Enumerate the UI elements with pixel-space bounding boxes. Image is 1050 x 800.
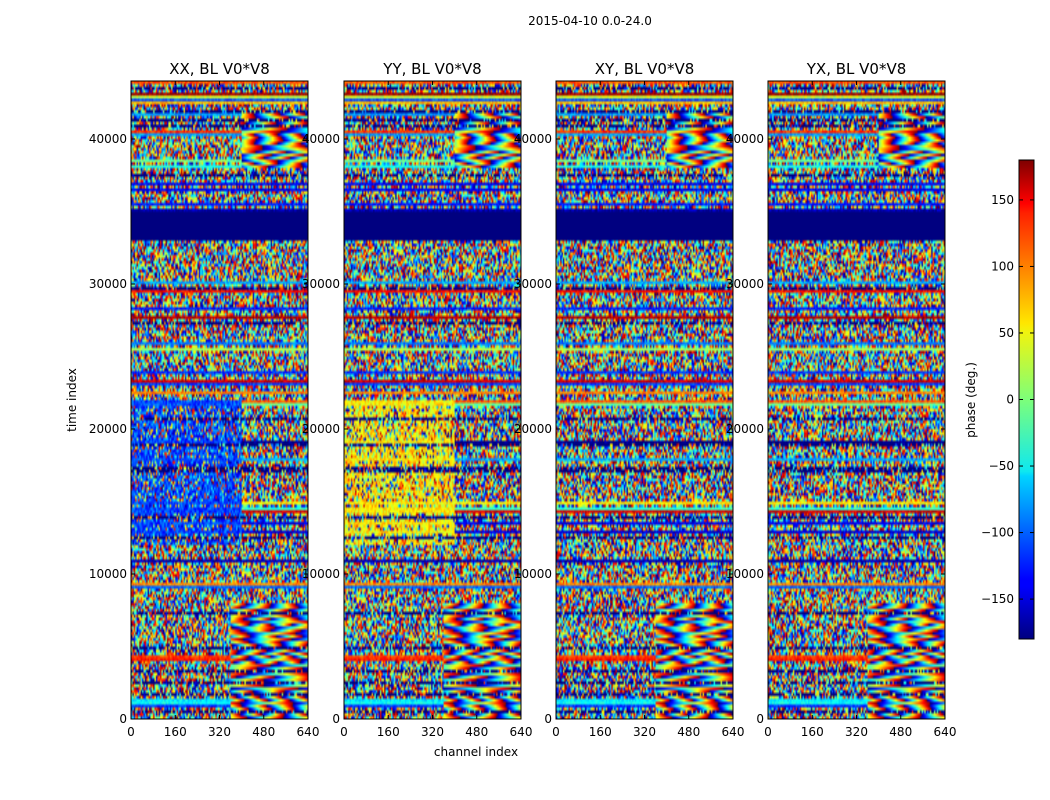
y-axis-label: time index <box>65 368 79 432</box>
x-tick-label: 640 <box>934 725 957 739</box>
x-tick-label: 0 <box>340 725 348 739</box>
x-tick-label: 0 <box>127 725 135 739</box>
x-tick-label: 320 <box>208 725 231 739</box>
x-tick-label: 640 <box>297 725 320 739</box>
panel-title: YY, BL V0*V8 <box>382 60 481 78</box>
y-tick-label: 30000 <box>302 277 340 291</box>
phase-heatmap <box>131 81 308 719</box>
x-tick-label: 0 <box>764 725 772 739</box>
y-tick-label: 20000 <box>302 422 340 436</box>
x-tick-label: 160 <box>589 725 612 739</box>
x-tick-label: 480 <box>889 725 912 739</box>
y-tick-label: 0 <box>544 712 552 726</box>
y-tick-label: 0 <box>756 712 764 726</box>
y-tick-label: 40000 <box>302 132 340 146</box>
colorbar-tick-label: −100 <box>981 526 1014 540</box>
x-tick-label: 320 <box>845 725 868 739</box>
panel-0: XX, BL V0*V8 0 160 320 480 640 0 10000 20000 3000… <box>89 60 320 739</box>
phase-heatmap <box>344 81 521 719</box>
y-tick-label: 40000 <box>726 132 764 146</box>
y-tick-label: 40000 <box>89 132 127 146</box>
y-tick-label: 10000 <box>89 567 127 581</box>
panel-title: XY, BL V0*V8 <box>595 60 695 78</box>
colorbar-tick-label: 50 <box>999 326 1014 340</box>
y-tick-label: 20000 <box>89 422 127 436</box>
phase-heatmap <box>556 81 733 719</box>
y-tick-label: 10000 <box>302 567 340 581</box>
y-tick-label: 10000 <box>726 567 764 581</box>
x-tick-label: 640 <box>722 725 745 739</box>
colorbar-tick-label: −50 <box>989 459 1014 473</box>
y-tick-label: 0 <box>332 712 340 726</box>
x-tick-label: 160 <box>377 725 400 739</box>
y-tick-label: 30000 <box>514 277 552 291</box>
x-tick-label: 0 <box>552 725 560 739</box>
x-tick-label: 640 <box>510 725 533 739</box>
x-tick-label: 320 <box>633 725 656 739</box>
x-tick-label: 320 <box>421 725 444 739</box>
y-tick-label: 40000 <box>514 132 552 146</box>
panel-3: YX, BL V0*V8 0 160 320 480 640 0 10000 20000 3000… <box>726 60 957 739</box>
y-tick-label: 20000 <box>514 422 552 436</box>
x-tick-label: 480 <box>465 725 488 739</box>
x-tick-label: 160 <box>801 725 824 739</box>
y-tick-label: 30000 <box>89 277 127 291</box>
x-tick-label: 480 <box>252 725 275 739</box>
x-axis-label: channel index <box>434 745 518 759</box>
colorbar-tick-label: 150 <box>991 193 1014 207</box>
panel-title: YX, BL V0*V8 <box>806 60 907 78</box>
colorbar-tick-label: 0 <box>1006 393 1014 407</box>
y-tick-label: 30000 <box>726 277 764 291</box>
colorbar-tick-label: −150 <box>981 592 1014 606</box>
y-tick-label: 0 <box>119 712 127 726</box>
panel-2: XY, BL V0*V8 0 160 320 480 640 0 10000 20000 3000… <box>514 60 745 739</box>
y-tick-label: 20000 <box>726 422 764 436</box>
colorbar-label: phase (deg.) <box>964 362 978 438</box>
figure-title: 2015-04-10 0.0-24.0 <box>528 14 652 28</box>
panel-1: YY, BL V0*V8 0 160 320 480 640 0 10000 20000 3000… <box>302 60 533 739</box>
colorbar-tick-label: 100 <box>991 259 1014 273</box>
phase-heatmap <box>768 81 945 719</box>
x-tick-label: 160 <box>164 725 187 739</box>
panel-title: XX, BL V0*V8 <box>169 60 270 78</box>
x-tick-label: 480 <box>677 725 700 739</box>
y-tick-label: 10000 <box>514 567 552 581</box>
